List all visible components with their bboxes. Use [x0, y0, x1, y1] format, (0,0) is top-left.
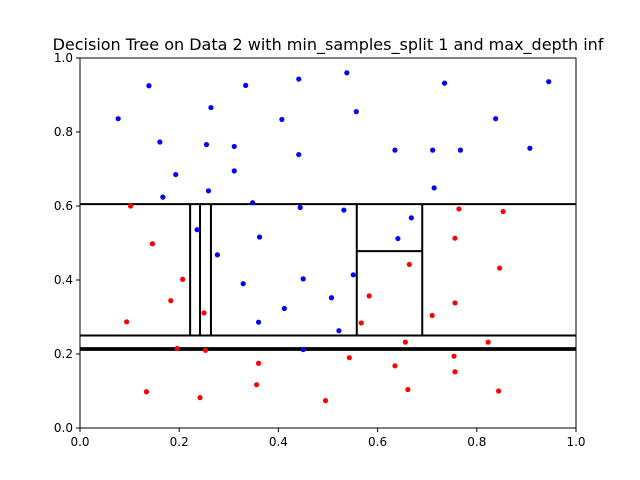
blue-data-point — [328, 295, 335, 301]
decision-boundaries — [80, 203, 576, 351]
blue-data-point — [408, 215, 414, 221]
red-data-point — [429, 312, 435, 319]
red-data-point — [406, 261, 412, 268]
red-data-point — [143, 389, 150, 395]
blue-data-point — [115, 116, 121, 122]
blue-data-point — [353, 109, 359, 115]
red-data-point — [253, 382, 260, 388]
red-data-point — [485, 339, 491, 345]
chart-title: Decision Tree on Data 2 with min_samples… — [53, 35, 604, 55]
red-data-point — [168, 298, 174, 304]
blue-data-point — [344, 70, 350, 76]
y-tick-label: 0.2 — [54, 347, 73, 361]
data-points — [115, 70, 552, 404]
x-tick-label: 0.6 — [368, 435, 387, 449]
red-data-point — [149, 241, 156, 247]
red-data-point — [405, 386, 411, 393]
red-data-point — [452, 300, 458, 306]
blue-data-point — [243, 82, 249, 88]
y-tick-label: 0.8 — [54, 125, 73, 139]
blue-data-point — [203, 141, 210, 148]
blue-data-point — [546, 79, 552, 85]
red-data-point — [452, 369, 458, 375]
blue-data-point — [160, 194, 166, 200]
x-tick-label: 0.2 — [170, 435, 189, 449]
blue-data-point — [392, 147, 398, 153]
red-data-point — [366, 293, 372, 299]
blue-data-point — [256, 234, 263, 240]
red-data-point — [346, 355, 352, 361]
blue-data-point — [208, 104, 214, 111]
red-data-point — [451, 353, 457, 359]
blue-data-point — [205, 188, 212, 194]
blue-data-point — [157, 139, 163, 145]
red-data-point — [358, 320, 364, 326]
red-data-point — [402, 339, 408, 345]
red-data-point — [180, 276, 186, 282]
x-tick-label: 1.0 — [566, 435, 585, 449]
red-data-point — [500, 208, 506, 215]
y-axis-ticks: 0.0 0.2 0.4 0.6 0.8 1.0 — [54, 51, 80, 435]
blue-data-point — [281, 305, 287, 312]
blue-data-point — [214, 252, 220, 258]
blue-data-point — [231, 168, 237, 174]
blue-data-point — [431, 185, 437, 191]
red-data-point — [127, 203, 134, 209]
blue-data-point — [240, 281, 246, 287]
red-data-point — [202, 347, 209, 353]
blue-data-point — [527, 145, 533, 151]
y-tick-label: 0.0 — [54, 421, 73, 435]
x-axis-ticks: 0.0 0.2 0.4 0.6 0.8 1.0 — [70, 428, 586, 449]
blue-data-point — [300, 276, 306, 282]
blue-data-point — [194, 227, 200, 233]
blue-data-point — [250, 200, 256, 206]
y-tick-label: 0.4 — [54, 273, 73, 287]
red-data-point — [174, 345, 180, 352]
red-data-point — [392, 363, 398, 369]
red-data-point — [322, 398, 329, 404]
blue-data-point — [300, 346, 306, 353]
blue-data-point — [173, 171, 179, 178]
blue-data-point — [297, 204, 303, 211]
blue-data-point — [255, 319, 262, 325]
blue-data-point — [493, 116, 499, 122]
y-tick-label: 0.6 — [54, 199, 73, 213]
red-data-point — [201, 310, 207, 316]
blue-data-point — [296, 76, 302, 82]
blue-data-point — [441, 80, 448, 86]
x-tick-label: 0.4 — [269, 435, 288, 449]
plot-frame — [79, 57, 577, 429]
blue-data-point — [146, 83, 152, 89]
red-data-point — [496, 388, 502, 394]
blue-data-point — [336, 328, 342, 334]
y-tick-label: 1.0 — [54, 51, 73, 65]
blue-data-point — [430, 147, 436, 153]
red-data-point — [456, 206, 462, 212]
red-data-point — [197, 395, 203, 401]
red-data-point — [255, 360, 262, 366]
red-data-point — [124, 319, 130, 325]
x-tick-label: 0.0 — [70, 435, 89, 449]
blue-data-point — [231, 143, 237, 150]
red-data-point — [452, 235, 458, 241]
blue-data-point — [296, 151, 302, 158]
blue-data-point — [279, 116, 285, 123]
blue-data-point — [350, 272, 356, 278]
blue-data-point — [341, 207, 347, 213]
blue-data-point — [395, 235, 401, 242]
red-data-point — [497, 265, 503, 271]
blue-data-point — [457, 147, 464, 153]
x-tick-label: 0.8 — [467, 435, 486, 449]
